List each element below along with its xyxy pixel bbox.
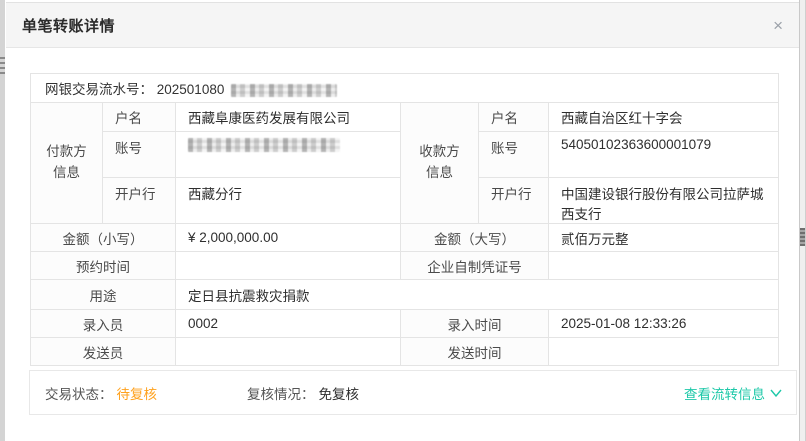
amount-upper-value: 贰佰万元整 xyxy=(547,223,780,252)
purpose-value: 定日县抗震救灾捐款 xyxy=(174,279,780,310)
background-page-edge xyxy=(0,0,5,441)
entry-time-value: 2025-01-08 12:33:26 xyxy=(547,309,780,338)
status-bar: 交易状态： 待复核 复核情况： 免复核 查看流转信息 xyxy=(29,370,797,415)
payee-name-value: 西藏自治区红十字会 xyxy=(547,102,780,132)
payee-account-label: 账号 xyxy=(478,131,549,178)
table-row: 账号 账号 54050102363600001079 xyxy=(31,131,780,178)
reserve-time-value xyxy=(175,251,401,280)
payee-bank-value: 中国建设银行股份有限公司拉萨城西支行 xyxy=(547,177,780,224)
payer-name-label: 户名 xyxy=(102,102,176,132)
payer-account-value xyxy=(175,131,401,178)
purpose-label: 用途 xyxy=(30,279,176,310)
payer-bank-value: 西藏分行 xyxy=(175,177,401,224)
serial-number-cell: 网银交易流水号： 202501080 xyxy=(29,73,780,103)
payee-account-value: 54050102363600001079 xyxy=(547,131,780,178)
payer-name-value: 西藏阜康医药发展有限公司 xyxy=(175,102,401,132)
table-row: 开户行 西藏分行 开户行 中国建设银行股份有限公司拉萨城西支行 xyxy=(31,177,780,224)
review-status-value: 免复核 xyxy=(318,386,360,402)
table-row: 预约时间 企业自制凭证号 xyxy=(30,251,780,280)
table-row: 付款方信息 户名 西藏阜康医药发展有限公司 收款方信息 户名 西藏自治区红十字会 xyxy=(30,102,780,224)
voucher-number-value xyxy=(547,251,780,280)
payer-account-redacted xyxy=(188,138,340,153)
voucher-number-label: 企业自制凭证号 xyxy=(400,251,549,280)
payee-section-label: 收款方信息 xyxy=(400,102,479,224)
transaction-status-value: 待复核 xyxy=(116,386,158,402)
amount-lower-value: ¥ 2,000,000.00 xyxy=(175,223,401,252)
table-row: 网银交易流水号： 202501080 xyxy=(29,73,780,103)
table-row: 发送员 发送时间 xyxy=(30,337,780,366)
chevron-down-icon xyxy=(770,389,782,397)
payee-bank-label: 开户行 xyxy=(478,177,549,224)
sender-label: 发送员 xyxy=(30,337,176,366)
scrollbar-thumb[interactable] xyxy=(800,228,805,246)
background-text-fragment xyxy=(0,56,5,74)
entry-clerk-value: 0002 xyxy=(175,309,401,338)
transaction-status-label: 交易状态： xyxy=(45,386,113,402)
view-flow-info-label: 查看流转信息 xyxy=(684,386,765,402)
serial-number-label: 网银交易流水号： xyxy=(45,82,153,97)
scrollbar-track[interactable] xyxy=(799,0,806,441)
payee-name-label: 户名 xyxy=(478,102,549,132)
payer-account-label: 账号 xyxy=(102,131,176,178)
transfer-detail-table: 网银交易流水号： 202501080 付款方信息 户名 西藏阜康医药发展有限公司… xyxy=(29,73,780,366)
send-time-value xyxy=(547,337,780,366)
entry-clerk-label: 录入员 xyxy=(30,309,176,338)
payer-section-label: 付款方信息 xyxy=(30,102,103,224)
transfer-detail-dialog: 单笔转账详情 × 网银交易流水号： 202501080 付款方信息 xyxy=(6,2,799,441)
payer-bank-label: 开户行 xyxy=(102,177,176,224)
sender-value xyxy=(175,337,401,366)
review-status-label: 复核情况： xyxy=(247,386,315,402)
view-flow-info-link[interactable]: 查看流转信息 xyxy=(684,383,782,403)
dialog-body: 网银交易流水号： 202501080 付款方信息 户名 西藏阜康医药发展有限公司… xyxy=(6,48,799,415)
reserve-time-label: 预约时间 xyxy=(30,251,176,280)
table-row: 用途 定日县抗震救灾捐款 xyxy=(30,279,780,310)
close-icon[interactable]: × xyxy=(773,15,783,35)
dialog-header: 单笔转账详情 × xyxy=(6,3,799,48)
entry-time-label: 录入时间 xyxy=(400,309,549,338)
serial-number-value: 202501080 xyxy=(156,82,225,97)
send-time-label: 发送时间 xyxy=(400,337,549,366)
table-row: 金额（小写） ¥ 2,000,000.00 金额（大写） 贰佰万元整 xyxy=(30,223,780,252)
amount-upper-label: 金额（大写） xyxy=(400,223,549,252)
table-row: 录入员 0002 录入时间 2025-01-08 12:33:26 xyxy=(30,309,780,338)
dialog-title: 单笔转账详情 xyxy=(22,17,116,35)
amount-lower-label: 金额（小写） xyxy=(30,223,176,252)
serial-number-redacted xyxy=(231,83,338,97)
